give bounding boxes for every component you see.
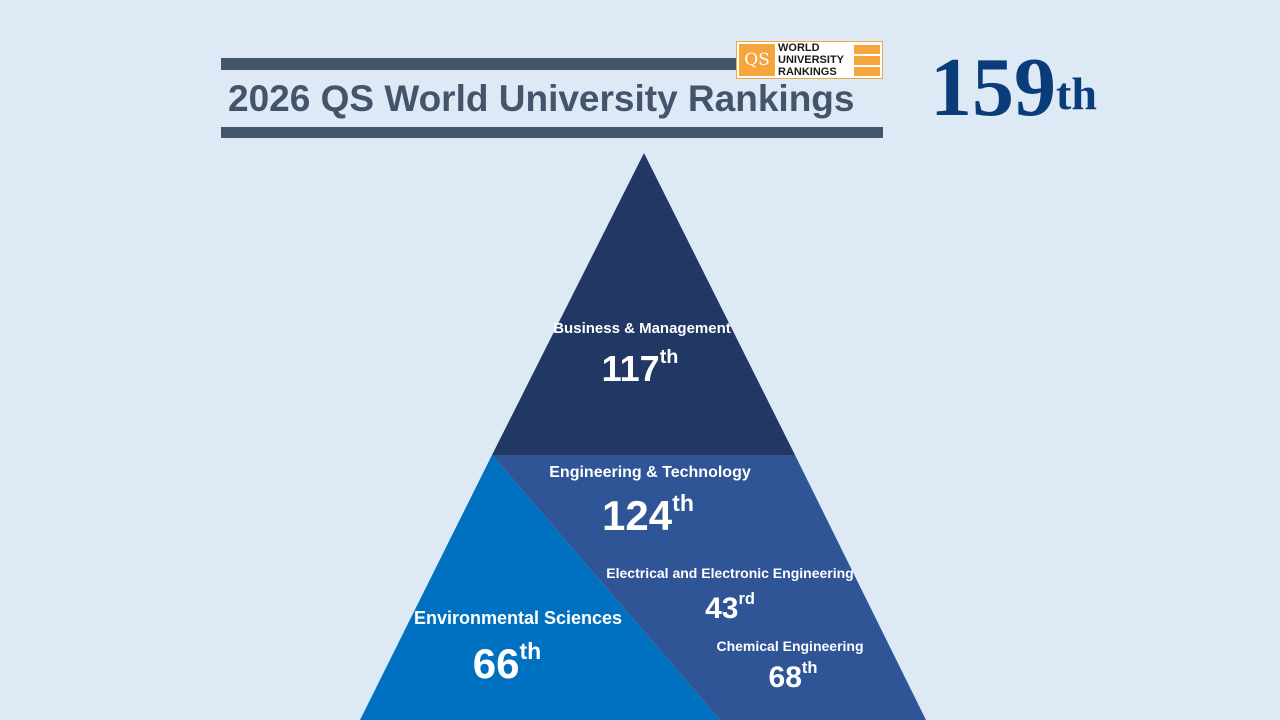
engineering-section xyxy=(492,455,926,720)
engineering-label: Engineering & Technology xyxy=(549,464,751,481)
qs-logo-text: WORLD UNIVERSITY RANKINGS xyxy=(778,42,845,78)
business-label: Business & Management xyxy=(553,320,731,337)
electrical-rank: 43rd xyxy=(705,590,755,625)
environmental-rank: 66th xyxy=(472,638,542,687)
title-bottom-bar xyxy=(221,127,883,138)
title-top-bar xyxy=(221,58,736,70)
business-rank: 117th xyxy=(601,346,679,389)
logo-stripe xyxy=(854,56,880,65)
overall-rank: 159th xyxy=(930,41,1097,134)
qs-logo-mark: QS xyxy=(739,44,775,76)
chemical-rank: 68th xyxy=(768,659,818,694)
logo-stripe xyxy=(854,45,880,54)
business-section xyxy=(492,153,795,455)
electrical-label: Electrical and Electronic Engineering xyxy=(606,565,854,581)
qs-logo: QS WORLD UNIVERSITY RANKINGS xyxy=(736,41,883,79)
environmental-section xyxy=(360,455,720,720)
page-title: 2026 QS World University Rankings xyxy=(228,78,855,119)
engineering-rank: 124th xyxy=(602,490,694,539)
logo-stripe xyxy=(854,67,880,76)
chemical-label: Chemical Engineering xyxy=(716,638,864,654)
environmental-label: Environmental Sciences xyxy=(413,608,623,628)
